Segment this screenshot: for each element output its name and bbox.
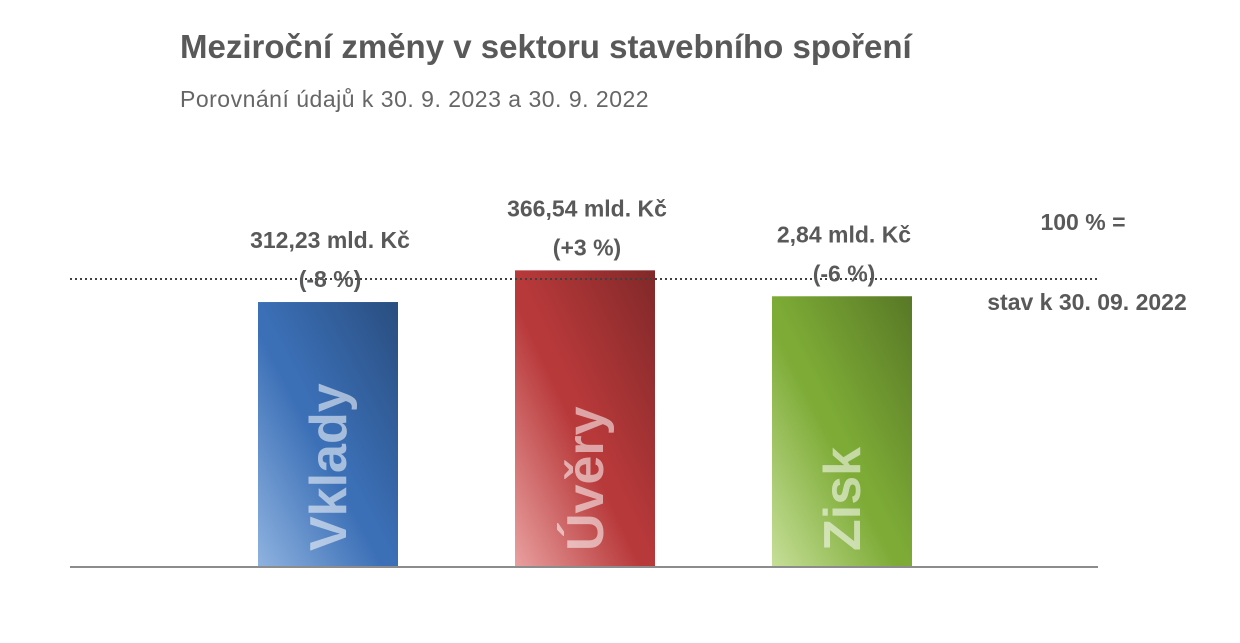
labels-layer: Vklady 312,23 mld. Kč (-8 %) Úvěry 366,54 ml… <box>250 195 911 551</box>
bar-change-label-0: (-8 %) <box>299 266 362 292</box>
bar-change-label-1: (+3 %) <box>553 234 621 260</box>
bar-shade-1 <box>515 270 655 567</box>
bar-category-label-2: Zisk <box>814 447 872 551</box>
chart-subtitle: Porovnání údajů k 30. 9. 2023 a 30. 9. 2… <box>180 86 650 112</box>
bar-category-label-1: Úvěry <box>557 406 615 551</box>
chart-title: Meziroční změny v sektoru stavebního spo… <box>180 28 912 65</box>
reference-note-top: 100 % = <box>1040 209 1125 235</box>
bar-shade-2 <box>772 296 912 567</box>
bar-shade-0 <box>258 302 398 567</box>
reference-note-bottom: stav k 30. 09. 2022 <box>987 289 1187 315</box>
bar-change-label-2: (-6 %) <box>813 260 876 286</box>
bar-value-label-0: 312,23 mld. Kč <box>250 227 410 253</box>
bars-layer <box>258 270 912 567</box>
bar-value-label-2: 2,84 mld. Kč <box>777 221 911 247</box>
bar-category-label-0: Vklady <box>300 383 358 551</box>
bar-value-label-1: 366,54 mld. Kč <box>507 195 667 221</box>
